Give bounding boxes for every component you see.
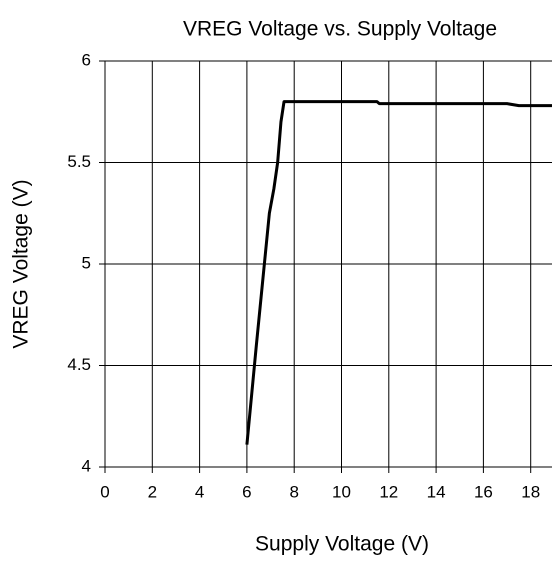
x-tick-label: 14 — [427, 482, 446, 501]
data-line — [245, 100, 552, 445]
y-tick-label: 4 — [82, 456, 91, 475]
x-tick-label: 6 — [242, 482, 251, 501]
x-axis-label: Supply Voltage (V) — [255, 533, 429, 556]
x-tick-label: 18 — [521, 482, 540, 501]
x-tick-label: 0 — [100, 482, 109, 501]
chart-title: VREG Voltage vs. Supply Voltage — [183, 18, 497, 41]
y-tick-label: 5 — [82, 253, 91, 272]
x-tick-label: 2 — [148, 482, 157, 501]
x-tick-label: 8 — [289, 482, 298, 501]
x-tick-label: 16 — [474, 482, 493, 501]
y-tick-label: 4.5 — [67, 355, 91, 374]
x-tick-label: 4 — [195, 482, 204, 501]
x-tick-label: 10 — [332, 482, 351, 501]
x-tick-label: 12 — [379, 482, 398, 501]
y-tick-label: 6 — [82, 50, 91, 69]
y-axis-label: VREG Voltage (V) — [10, 179, 33, 348]
y-tick-label: 5.5 — [67, 152, 91, 171]
